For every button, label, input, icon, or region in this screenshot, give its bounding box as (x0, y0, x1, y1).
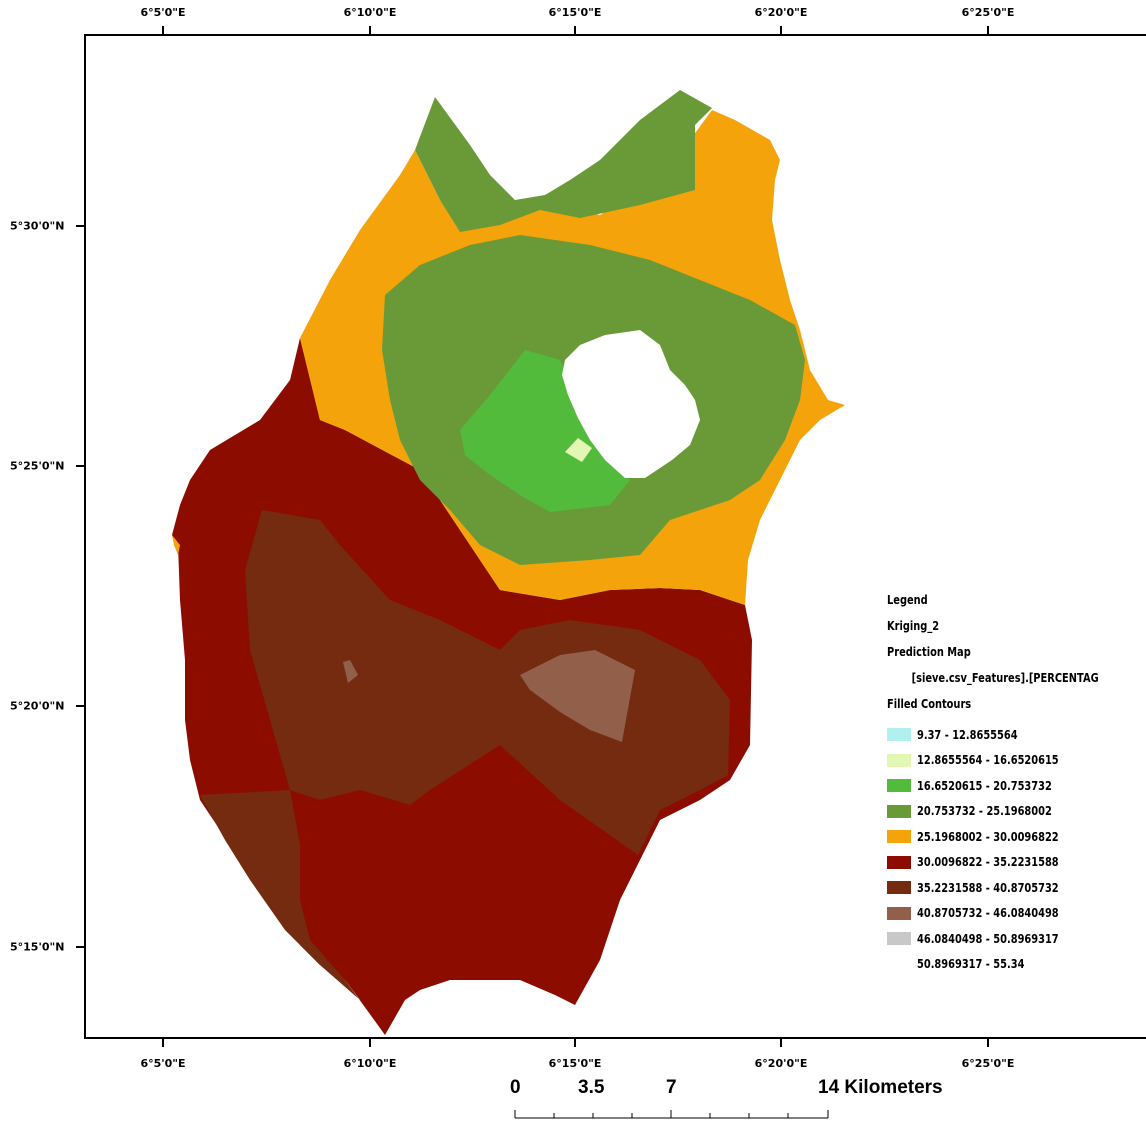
top-tick-label: 6°5'0"E (140, 6, 186, 19)
legend-class-row: 20.753732 - 25.1968002 (887, 799, 1146, 825)
legend-class-list: 9.37 - 12.8655564 12.8655564 - 16.6520615… (887, 722, 1146, 977)
no-data-hole (562, 330, 700, 478)
legend-contours-title: Filled Contours (887, 697, 972, 711)
legend-class-row: 30.0096822 - 35.2231588 (887, 850, 1146, 876)
legend-class-row: 9.37 - 12.8655564 (887, 722, 1146, 748)
contour-region-brown (200, 790, 385, 1035)
legend-heading: Legend (887, 593, 928, 607)
legend-class-label: 50.8969317 - 55.34 (917, 957, 1025, 972)
left-tick-label: 5°20'0"N (10, 699, 65, 713)
contour-region-brown (245, 510, 730, 855)
legend-swatch (887, 830, 911, 844)
legend-subtitle: Prediction Map (887, 645, 971, 659)
legend-swatch (887, 906, 911, 920)
legend-swatch (887, 804, 911, 818)
legend-class-row: 16.6520615 - 20.753732 (887, 773, 1146, 799)
legend-class-row: 46.0840498 - 50.8969317 (887, 926, 1146, 952)
left-tick-label: 5°25'0"N (10, 459, 65, 473)
scale-bar-line (514, 1110, 829, 1119)
contour-region-light-brown (343, 660, 358, 683)
legend-class-row: 40.8705732 - 46.0840498 (887, 901, 1146, 927)
legend-class-label: 12.8655564 - 16.6520615 (917, 753, 1059, 768)
bottom-tick-label: 6°10'0"E (343, 1057, 397, 1070)
legend-field-name: [sieve.csv_Features].[PERCENTAG (911, 671, 1099, 685)
legend-swatch (887, 728, 911, 742)
bottom-tick-label: 6°20'0"E (754, 1057, 808, 1070)
legend-class-label: 40.8705732 - 46.0840498 (917, 906, 1059, 921)
contour-region-orange (172, 535, 180, 555)
contour-region-light-brown (520, 650, 635, 742)
left-tick-label: 5°15'0"N (10, 940, 65, 954)
legend-class-label: 9.37 - 12.8655564 (917, 727, 1018, 742)
scale-bar: 0 3.5 7 14 Kilometers (500, 1077, 960, 1122)
scale-label: 7 (666, 1077, 677, 1098)
legend-class-label: 25.1968002 - 30.0096822 (917, 829, 1059, 844)
legend-swatch (887, 932, 911, 946)
legend-layer-name: Kriging_2 (887, 619, 940, 633)
scale-label: 3.5 (578, 1077, 605, 1098)
legend-class-row: 35.2231588 - 40.8705732 (887, 875, 1146, 901)
legend-class-label: 35.2231588 - 40.8705732 (917, 880, 1059, 895)
bottom-tick-label: 6°15'0"E (548, 1057, 602, 1070)
scale-label: 14 Kilometers (818, 1077, 943, 1098)
scale-label: 0 (510, 1077, 521, 1098)
top-tick-label: 6°10'0"E (343, 6, 397, 19)
contour-region-olive-green (415, 90, 712, 232)
legend-swatch (887, 779, 911, 793)
top-tick-label: 6°20'0"E (754, 6, 808, 19)
legend-class-label: 46.0840498 - 50.8969317 (917, 931, 1059, 946)
legend-swatch (887, 855, 911, 869)
legend-class-row: 50.8969317 - 55.34 (887, 952, 1146, 978)
top-tick-label: 6°25'0"E (961, 6, 1015, 19)
legend-class-label: 30.0096822 - 35.2231588 (917, 855, 1059, 870)
map-legend: Legend Kriging_2 Prediction Map [sieve.c… (887, 592, 1146, 977)
legend-class-row: 25.1968002 - 30.0096822 (887, 824, 1146, 850)
contour-region-green (460, 350, 630, 512)
legend-class-row: 12.8655564 - 16.6520615 (887, 748, 1146, 774)
legend-class-label: 16.6520615 - 20.753732 (917, 778, 1052, 793)
left-tick-label: 5°30'0"N (10, 219, 65, 233)
legend-swatch (887, 881, 911, 895)
legend-swatch (887, 957, 911, 971)
legend-swatch (887, 753, 911, 767)
contour-region-pale-green (565, 438, 592, 462)
map-frame (84, 34, 1146, 1039)
top-tick-label: 6°15'0"E (548, 6, 602, 19)
graticule-ticks (76, 26, 989, 1047)
legend-class-label: 20.753732 - 25.1968002 (917, 804, 1052, 819)
bottom-tick-label: 6°5'0"E (140, 1057, 186, 1070)
bottom-tick-label: 6°25'0"E (961, 1057, 1015, 1070)
